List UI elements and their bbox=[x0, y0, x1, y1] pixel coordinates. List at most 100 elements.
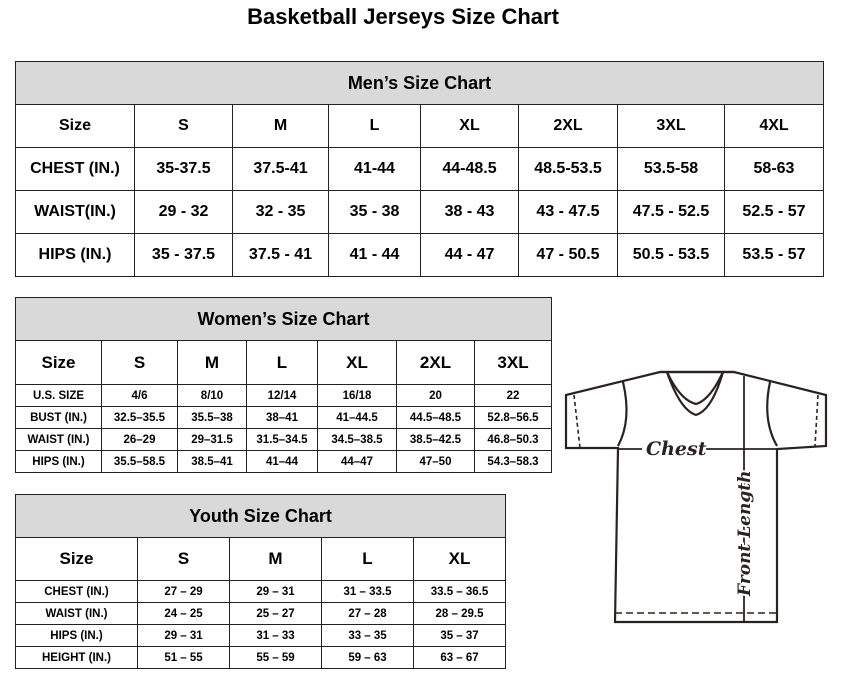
table-cell: 33 – 35 bbox=[321, 624, 414, 647]
table-cell: 55 – 59 bbox=[229, 646, 322, 669]
table-cell: 63 – 67 bbox=[412, 646, 507, 669]
column-header: L bbox=[246, 340, 318, 385]
mens-size-table: Men’s Size Chart Size S M L XL 2XL 3XL 4XL CHEST… bbox=[15, 61, 824, 277]
table-cell: 35-37.5 bbox=[134, 147, 233, 191]
table-cell: 20 bbox=[396, 384, 475, 407]
table-cell: 53.5 - 57 bbox=[724, 233, 824, 277]
size-header-row: Size S M L XL bbox=[15, 537, 507, 581]
mens-table-title: Men’s Size Chart bbox=[15, 61, 824, 105]
table-cell: 53.5-58 bbox=[617, 147, 725, 191]
column-header: S bbox=[101, 340, 178, 385]
column-header: S bbox=[134, 104, 233, 148]
table-cell: 52.8–56.5 bbox=[473, 406, 553, 429]
row-label: U.S. SIZE bbox=[15, 384, 102, 407]
table-cell: 44–47 bbox=[317, 450, 397, 473]
table-cell: 35.5–38 bbox=[177, 406, 247, 429]
table-cell: 59 – 63 bbox=[321, 646, 414, 669]
table-cell: 46.8–50.3 bbox=[473, 428, 553, 451]
table-row: CHEST (IN.) 27 – 29 29 – 31 31 – 33.5 33.5 –… bbox=[15, 580, 507, 603]
table-cell: 47.5 - 52.5 bbox=[617, 190, 725, 234]
table-row: BUST (IN.) 32.5–35.5 35.5–38 38–41 41–44.5 44… bbox=[15, 406, 553, 429]
table-cell: 16/18 bbox=[317, 384, 397, 407]
column-header: 3XL bbox=[617, 104, 725, 148]
table-cell: 29–31.5 bbox=[177, 428, 247, 451]
table-cell: 27 – 29 bbox=[137, 580, 230, 603]
table-cell: 25 – 27 bbox=[229, 602, 322, 625]
column-header: Size bbox=[15, 340, 102, 385]
table-cell: 35 - 38 bbox=[328, 190, 421, 234]
size-header-row: Size S M L XL 2XL 3XL bbox=[15, 340, 553, 385]
size-header-row: Size S M L XL 2XL 3XL 4XL bbox=[15, 104, 824, 148]
table-cell: 52.5 - 57 bbox=[724, 190, 824, 234]
womens-table-title: Women’s Size Chart bbox=[14, 297, 553, 341]
table-row: HIPS (IN.) 35.5–58.5 38.5–41 41–44 44–47 47–5… bbox=[15, 450, 553, 473]
table-cell: 29 – 31 bbox=[137, 624, 230, 647]
row-label: HIPS (IN.) bbox=[15, 450, 102, 473]
column-header: XL bbox=[420, 104, 519, 148]
table-cell: 41–44 bbox=[246, 450, 318, 473]
column-header: M bbox=[177, 340, 247, 385]
table-row: CHEST (IN.) 35-37.5 37.5-41 41-44 44-48.5 48.… bbox=[15, 147, 824, 191]
table-cell: 47 - 50.5 bbox=[518, 233, 618, 277]
table-cell: 32 - 35 bbox=[232, 190, 329, 234]
table-row: WAIST(IN.) 29 - 32 32 - 35 35 - 38 38 - 43 43… bbox=[15, 190, 824, 234]
table-cell: 26–29 bbox=[101, 428, 178, 451]
table-cell: 35 - 37.5 bbox=[134, 233, 233, 277]
table-cell: 41-44 bbox=[328, 147, 421, 191]
column-header: Size bbox=[15, 104, 135, 148]
shirt-outline bbox=[564, 370, 828, 624]
column-header: 4XL bbox=[724, 104, 824, 148]
table-cell: 8/10 bbox=[177, 384, 247, 407]
column-header: Size bbox=[15, 537, 138, 581]
table-cell: 50.5 - 53.5 bbox=[617, 233, 725, 277]
table-cell: 31.5–34.5 bbox=[246, 428, 318, 451]
table-cell: 29 - 32 bbox=[134, 190, 233, 234]
row-label: CHEST (IN.) bbox=[15, 147, 135, 191]
table-cell: 38.5–41 bbox=[177, 450, 247, 473]
column-header: L bbox=[328, 104, 421, 148]
row-label: WAIST(IN.) bbox=[15, 190, 135, 234]
row-label: HIPS (IN.) bbox=[15, 624, 138, 647]
column-header: 2XL bbox=[396, 340, 475, 385]
row-label: HIPS (IN.) bbox=[15, 233, 135, 277]
table-cell: 38 - 43 bbox=[420, 190, 519, 234]
row-label: HEIGHT (IN.) bbox=[15, 646, 138, 669]
table-cell: 54.3–58.3 bbox=[473, 450, 553, 473]
column-header: XL bbox=[412, 537, 507, 581]
youth-size-table: Youth Size Chart Size S M L XL CHEST (IN.) 27 … bbox=[14, 494, 507, 669]
table-cell: 12/14 bbox=[246, 384, 318, 407]
table-row: HEIGHT (IN.) 51 – 55 55 – 59 59 – 63 63 – 67 bbox=[15, 646, 507, 669]
table-cell: 28 – 29.5 bbox=[412, 602, 507, 625]
table-cell: 44.5–48.5 bbox=[396, 406, 475, 429]
table-cell: 33.5 – 36.5 bbox=[412, 580, 507, 603]
column-header: M bbox=[232, 104, 329, 148]
table-cell: 31 – 33.5 bbox=[321, 580, 414, 603]
jersey-diagram: Chest Front Length bbox=[564, 370, 828, 624]
table-row: WAIST (IN.) 26–29 29–31.5 31.5–34.5 34.5–38.… bbox=[15, 428, 553, 451]
table-row: HIPS (IN.) 35 - 37.5 37.5 - 41 41 - 44 44 - … bbox=[15, 233, 824, 277]
table-cell: 41 - 44 bbox=[328, 233, 421, 277]
table-cell: 37.5-41 bbox=[232, 147, 329, 191]
table-cell: 47–50 bbox=[396, 450, 475, 473]
table-cell: 4/6 bbox=[101, 384, 178, 407]
table-cell: 43 - 47.5 bbox=[518, 190, 618, 234]
table-cell: 29 – 31 bbox=[229, 580, 322, 603]
table-cell: 35 – 37 bbox=[412, 624, 507, 647]
column-header: 2XL bbox=[518, 104, 618, 148]
table-cell: 58-63 bbox=[724, 147, 824, 191]
row-label: CHEST (IN.) bbox=[15, 580, 138, 603]
table-cell: 51 – 55 bbox=[137, 646, 230, 669]
womens-size-table: Women’s Size Chart Size S M L XL 2XL 3XL U.S. S… bbox=[14, 297, 553, 473]
row-label: BUST (IN.) bbox=[15, 406, 102, 429]
front-length-label: Front Length bbox=[735, 471, 755, 597]
table-row: WAIST (IN.) 24 – 25 25 – 27 27 – 28 28 – 29.… bbox=[15, 602, 507, 625]
row-label: WAIST (IN.) bbox=[15, 602, 138, 625]
table-cell: 32.5–35.5 bbox=[101, 406, 178, 429]
table-cell: 44-48.5 bbox=[420, 147, 519, 191]
table-cell: 35.5–58.5 bbox=[101, 450, 178, 473]
page-title: Basketball Jerseys Size Chart bbox=[247, 4, 559, 29]
table-cell: 24 – 25 bbox=[137, 602, 230, 625]
table-row: HIPS (IN.) 29 – 31 31 – 33 33 – 35 35 – 37 bbox=[15, 624, 507, 647]
column-header: L bbox=[321, 537, 414, 581]
table-cell: 38–41 bbox=[246, 406, 318, 429]
